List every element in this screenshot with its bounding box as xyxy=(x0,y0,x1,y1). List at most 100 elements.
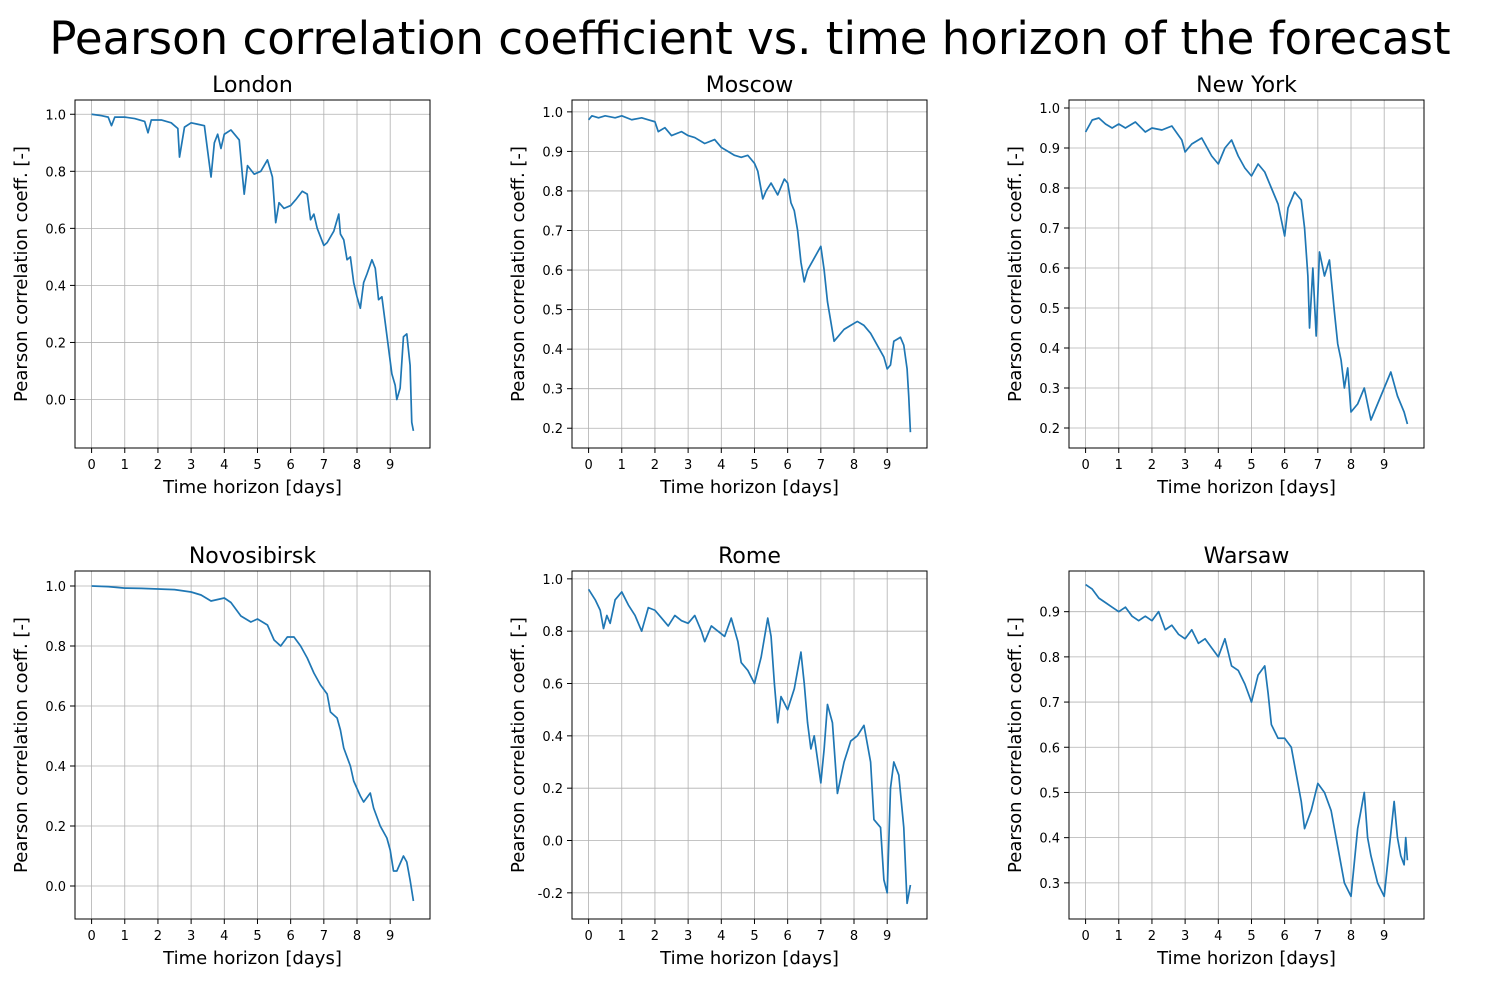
x-tick-label: 2 xyxy=(651,458,659,473)
subplot-novosibirsk: 0 1 2 3 4 5 6 7 8 9 0.0 0.2 0.4 0.6 0.8 1.0 Novosibirsk T… xyxy=(11,544,431,969)
series-line xyxy=(587,588,912,905)
x-tick-label: 4 xyxy=(220,929,228,944)
y-tick-label: 0.6 xyxy=(542,264,563,279)
subplot-new-york: 0 1 2 3 4 5 6 7 8 9 0.2 0.3 0.4 0.5 0.6 0.7 0.8 0.9 1.0 New… xyxy=(1005,73,1425,498)
y-tick-label: 0.3 xyxy=(1039,877,1060,892)
y-tick-label: 0.2 xyxy=(542,422,563,437)
y-tick-label: 0.4 xyxy=(542,343,563,358)
x-tick-label: 5 xyxy=(1247,458,1255,473)
x-tick-label: 5 xyxy=(1247,929,1255,944)
x-tick-label: 1 xyxy=(121,458,129,473)
x-tick-label: 5 xyxy=(253,458,261,473)
y-tick-label: 0.7 xyxy=(1039,222,1060,237)
x-tick-label: 6 xyxy=(1281,458,1289,473)
y-tick-label: 0.8 xyxy=(1039,651,1060,666)
x-tick-label: 0 xyxy=(584,458,592,473)
y-tick-label: 0.0 xyxy=(45,880,66,895)
x-tick-label: 0 xyxy=(584,929,592,944)
y-tick-label: 0.5 xyxy=(542,304,563,319)
y-tick-label: 0.7 xyxy=(1039,696,1060,711)
x-tick-label: 9 xyxy=(386,458,394,473)
subplot-rome: 0 1 2 3 4 5 6 7 8 9 -0.2 0.0 0.2 0.4 0.6 0.8 1.0 Rome Time… xyxy=(508,544,928,969)
x-axis-label: Time horizon [days] xyxy=(1156,477,1336,498)
plot-frame xyxy=(1068,570,1425,920)
x-tick-label: 4 xyxy=(717,929,725,944)
y-tick-label: 0.7 xyxy=(542,225,563,240)
series-line xyxy=(91,585,415,902)
y-axis-label: Pearson correlation coeff. [-] xyxy=(11,617,32,873)
y-tick-label: 1.0 xyxy=(542,573,563,588)
y-tick-label: 0.8 xyxy=(542,625,563,640)
series-line xyxy=(1085,583,1409,898)
subplot-moscow: 0 1 2 3 4 5 6 7 8 9 0.2 0.3 0.4 0.5 0.6 0.7 0.8 0.9 1.0 Mos… xyxy=(508,73,928,498)
subplot-title: Novosibirsk xyxy=(189,544,317,569)
y-tick-label: 0.9 xyxy=(1039,142,1060,157)
x-tick-label: 7 xyxy=(817,929,825,944)
y-tick-label: 1.0 xyxy=(45,108,66,123)
y-tick-label: 1.0 xyxy=(542,106,563,121)
y-tick-label: 0.5 xyxy=(1039,302,1060,317)
subplot-london: 0 1 2 3 4 5 6 7 8 9 0.0 0.2 0.4 0.6 0.8 1.0 London Time h… xyxy=(11,73,431,498)
y-tick-label: 0.6 xyxy=(1039,741,1060,756)
subplot-title: London xyxy=(212,73,293,98)
x-axis-label: Time horizon [days] xyxy=(162,477,342,498)
y-tick-label: 0.8 xyxy=(542,185,563,200)
x-axis-label: Time horizon [days] xyxy=(659,948,839,969)
x-tick-label: 8 xyxy=(353,458,361,473)
x-tick-label: 9 xyxy=(883,458,891,473)
x-tick-label: 7 xyxy=(1314,458,1322,473)
x-tick-label: 4 xyxy=(1214,929,1222,944)
subplot-title: New York xyxy=(1196,73,1297,98)
y-tick-label: 1.0 xyxy=(45,580,66,595)
x-tick-label: 3 xyxy=(1181,929,1189,944)
y-tick-label: 0.9 xyxy=(542,145,563,160)
x-tick-label: 1 xyxy=(618,458,626,473)
x-tick-label: 7 xyxy=(320,929,328,944)
x-tick-label: 2 xyxy=(154,929,162,944)
y-tick-label: 0.6 xyxy=(45,700,66,715)
y-tick-label: 0.4 xyxy=(45,760,66,775)
x-tick-label: 6 xyxy=(287,458,295,473)
plot-frame xyxy=(74,570,431,920)
x-tick-label: 2 xyxy=(651,929,659,944)
y-tick-label: 0.0 xyxy=(45,394,66,409)
y-tick-label: 0.2 xyxy=(542,782,563,797)
x-tick-label: 0 xyxy=(1081,929,1089,944)
x-tick-label: 6 xyxy=(287,929,295,944)
y-tick-label: 0.2 xyxy=(45,820,66,835)
y-tick-label: 0.3 xyxy=(542,383,563,398)
y-tick-label: 0.2 xyxy=(1039,422,1060,437)
plot-frame xyxy=(571,570,928,920)
x-tick-label: 0 xyxy=(1081,458,1089,473)
x-tick-label: 1 xyxy=(121,929,129,944)
x-tick-label: 6 xyxy=(784,458,792,473)
y-tick-label: 0.4 xyxy=(542,730,563,745)
y-tick-label: 0.6 xyxy=(542,678,563,693)
x-tick-label: 8 xyxy=(850,929,858,944)
subplot-title: Moscow xyxy=(706,73,793,98)
x-tick-label: 8 xyxy=(850,458,858,473)
series-line xyxy=(91,113,415,432)
x-tick-label: 9 xyxy=(1380,458,1388,473)
x-tick-label: 6 xyxy=(784,929,792,944)
subplot-title: Warsaw xyxy=(1204,544,1290,569)
x-tick-label: 0 xyxy=(87,458,95,473)
y-tick-label: 0.6 xyxy=(45,222,66,237)
x-tick-label: 2 xyxy=(1148,458,1156,473)
x-tick-label: 8 xyxy=(1347,929,1355,944)
y-tick-label: 0.8 xyxy=(1039,182,1060,197)
y-tick-label: 0.8 xyxy=(45,165,66,180)
series-line xyxy=(587,114,912,433)
x-tick-label: 8 xyxy=(1347,458,1355,473)
plot-frame xyxy=(74,99,431,449)
y-tick-label: 0.3 xyxy=(1039,382,1060,397)
y-axis-label: Pearson correlation coeff. [-] xyxy=(1005,617,1026,873)
x-tick-label: 8 xyxy=(353,929,361,944)
subplot-title: Rome xyxy=(718,544,781,569)
x-tick-label: 1 xyxy=(618,929,626,944)
x-tick-label: 3 xyxy=(684,929,692,944)
y-tick-label: 0.4 xyxy=(1039,342,1060,357)
x-tick-label: 9 xyxy=(386,929,394,944)
x-tick-label: 2 xyxy=(154,458,162,473)
x-tick-label: 9 xyxy=(883,929,891,944)
